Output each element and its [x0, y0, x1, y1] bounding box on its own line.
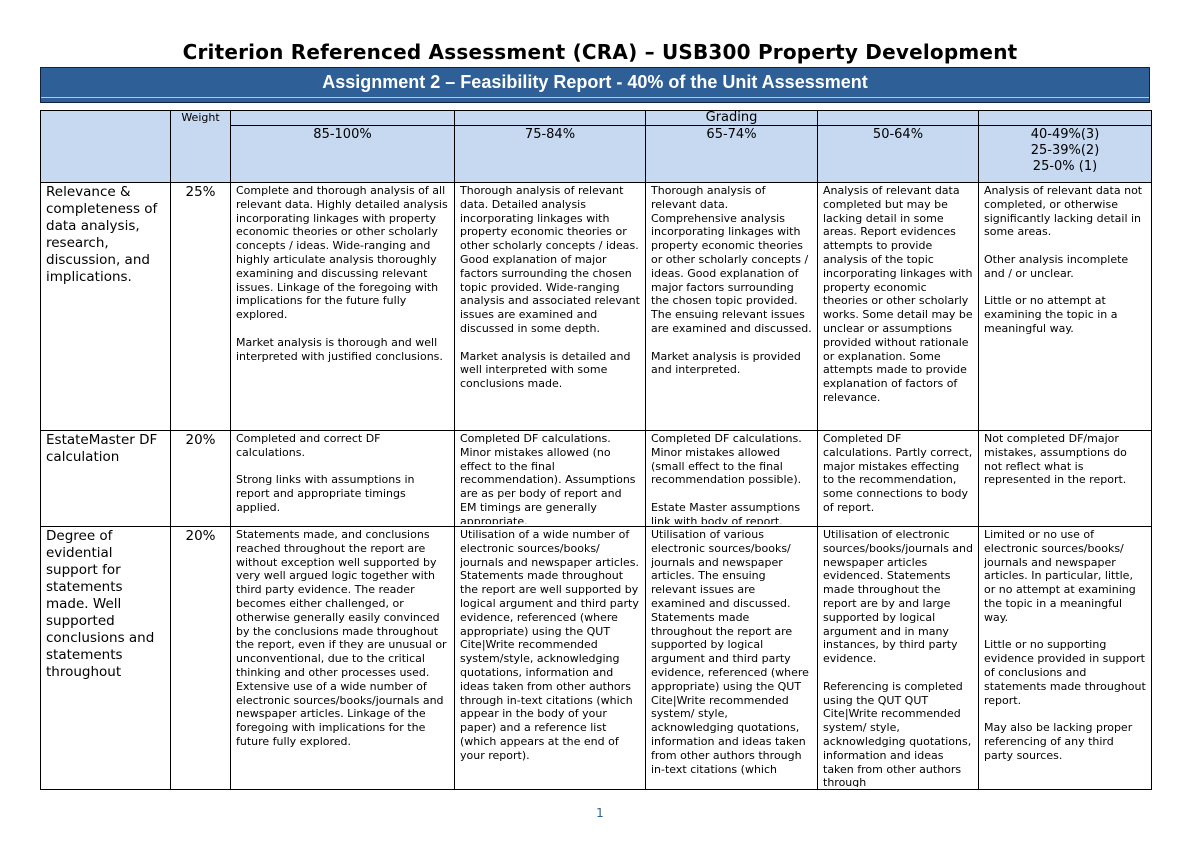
- descriptor-paragraph: Market analysis is provided and interpre…: [651, 349, 801, 377]
- descriptor-paragraph: Little or no attempt at examining the to…: [984, 294, 1118, 335]
- criterion-weight: 20%: [170, 430, 231, 527]
- grade-band-label: 25-39%(2): [1030, 143, 1100, 158]
- descriptor-paragraph: Complete and thorough analysis of all re…: [236, 184, 448, 322]
- descriptor-paragraph: Utilisation of a wide number of electron…: [460, 528, 639, 762]
- grading-band-cell: [230, 110, 455, 126]
- page-title: Criterion Referenced Assessment (CRA) – …: [182, 40, 1018, 64]
- descriptor-paragraph: Analysis of relevant data completed but …: [823, 184, 973, 404]
- descriptor-paragraph: Completed and correct DF calculations.: [236, 432, 381, 459]
- grade-descriptor: Completed and correct DF calculations. St…: [230, 430, 455, 527]
- grade-band-label: 75-84%: [524, 127, 576, 142]
- criterion-row: Degree of evidential support for stateme…: [40, 526, 1152, 790]
- grade-band-header: 40-49%(3) 25-39%(2) 25-0% (1): [978, 125, 1152, 183]
- descriptor-paragraph: Utilisation of various electronic source…: [651, 528, 809, 776]
- descriptor-paragraph: Analysis of relevant data not completed,…: [984, 184, 1143, 239]
- criterion-row: Relevance & completeness of data analysi…: [40, 182, 1152, 431]
- grade-descriptor: Not completed DF/major mistakes, assumpt…: [978, 430, 1152, 527]
- grade-descriptor: Utilisation of various electronic source…: [645, 526, 818, 790]
- descriptor-paragraph: Thorough analysis of relevant data. Comp…: [651, 184, 812, 335]
- criteria-body: Relevance & completeness of data analysi…: [40, 182, 1152, 790]
- descriptor-paragraph: Little or no supporting evidence provide…: [984, 638, 1146, 707]
- criterion-weight: 20%: [170, 526, 231, 790]
- descriptor-paragraph: Completed DF calculations. Minor mistake…: [651, 432, 802, 487]
- grade-descriptor: Thorough analysis of relevant data. Deta…: [454, 182, 646, 431]
- descriptor-paragraph: Referencing is completed using the QUT Q…: [823, 679, 972, 787]
- criterion-name: EstateMaster DF calculation: [40, 430, 171, 527]
- descriptor-paragraph: Estate Master assumptions link with body…: [651, 500, 801, 524]
- grade-band-label: 85-100%: [313, 127, 372, 142]
- grade-descriptor: Utilisation of electronic sources/books/…: [817, 526, 979, 790]
- grade-descriptor: Analysis of relevant data completed but …: [817, 182, 979, 431]
- descriptor-paragraph: Thorough analysis of relevant data. Deta…: [460, 184, 640, 335]
- criterion-row: EstateMaster DF calculation 20% Completed …: [40, 430, 1152, 527]
- grade-bands-row: 85-100% 75-84% 65-74% 50-64% 40-49%(3) 25-39%…: [41, 125, 1152, 183]
- descriptor-paragraph: Not completed DF/major mistakes, assumpt…: [984, 432, 1127, 487]
- grading-band-cell: [454, 110, 646, 126]
- descriptor-paragraph: Limited or no use of electronic sources/…: [984, 528, 1136, 624]
- grading-band-cell: [978, 110, 1152, 126]
- criterion-name: Degree of evidential support for stateme…: [40, 526, 171, 790]
- criterion-weight: 25%: [170, 182, 231, 431]
- grade-band-label: 65-74%: [706, 127, 757, 142]
- grade-descriptor: Limited or no use of electronic sources/…: [978, 526, 1152, 790]
- grade-band-label: 40-49%(3): [1030, 127, 1100, 142]
- grade-descriptor: Completed DF calculations. Partly correc…: [817, 430, 979, 527]
- descriptor-paragraph: Market analysis is thorough and well int…: [236, 335, 443, 363]
- grade-band-label: 25-0% (1): [1032, 159, 1098, 174]
- grade-band-header: 65-74%: [645, 125, 818, 183]
- grade-descriptor: Complete and thorough analysis of all re…: [230, 182, 455, 431]
- grading-label: Grading: [645, 110, 818, 126]
- grade-band-header: 50-64%: [817, 125, 979, 183]
- grade-descriptor: Statements made, and conclusions reached…: [230, 526, 455, 790]
- banner-divider: [41, 97, 1149, 98]
- grade-descriptor: Utilisation of a wide number of electron…: [454, 526, 646, 790]
- grading-band-cell: [817, 110, 979, 126]
- grade-band-label: 50-64%: [872, 127, 924, 142]
- weight-header: Weight: [170, 110, 231, 183]
- grading-header-row: Weight Grading: [40, 110, 1152, 183]
- grade-descriptor: Analysis of relevant data not completed,…: [978, 182, 1152, 431]
- assignment-banner: Assignment 2 – Feasibility Report - 40% …: [40, 67, 1150, 103]
- rubric-table: Weight Grading 85-100% 75-84% 65-74% 50-64%…: [40, 110, 1152, 790]
- page-number: 1: [596, 806, 604, 820]
- descriptor-paragraph: Statements made, and conclusions reached…: [236, 528, 447, 748]
- grade-descriptor: Completed DF calculations. Minor mistake…: [454, 430, 646, 527]
- grade-descriptor: Thorough analysis of relevant data. Comp…: [645, 182, 818, 431]
- descriptor-paragraph: Completed DF calculations. Minor mistake…: [460, 432, 636, 524]
- descriptor-paragraph: Strong links with assumptions in report …: [236, 473, 415, 514]
- descriptor-paragraph: Market analysis is detailed and well int…: [460, 349, 631, 391]
- assignment-banner-text: Assignment 2 – Feasibility Report - 40% …: [322, 72, 868, 92]
- descriptor-paragraph: May also be lacking proper referencing o…: [984, 721, 1133, 762]
- grade-band-header: 75-84%: [454, 125, 646, 183]
- grade-descriptor: Completed DF calculations. Minor mistake…: [645, 430, 818, 527]
- descriptor-paragraph: Other analysis incomplete and / or uncle…: [984, 252, 1129, 280]
- descriptor-paragraph: Utilisation of electronic sources/books/…: [823, 528, 973, 666]
- descriptor-paragraph: Completed DF calculations. Partly correc…: [823, 432, 973, 514]
- criterion-name: Relevance & completeness of data analysi…: [40, 182, 171, 431]
- grade-band-header: 85-100%: [230, 125, 455, 183]
- criterion-header-cell: [40, 110, 171, 183]
